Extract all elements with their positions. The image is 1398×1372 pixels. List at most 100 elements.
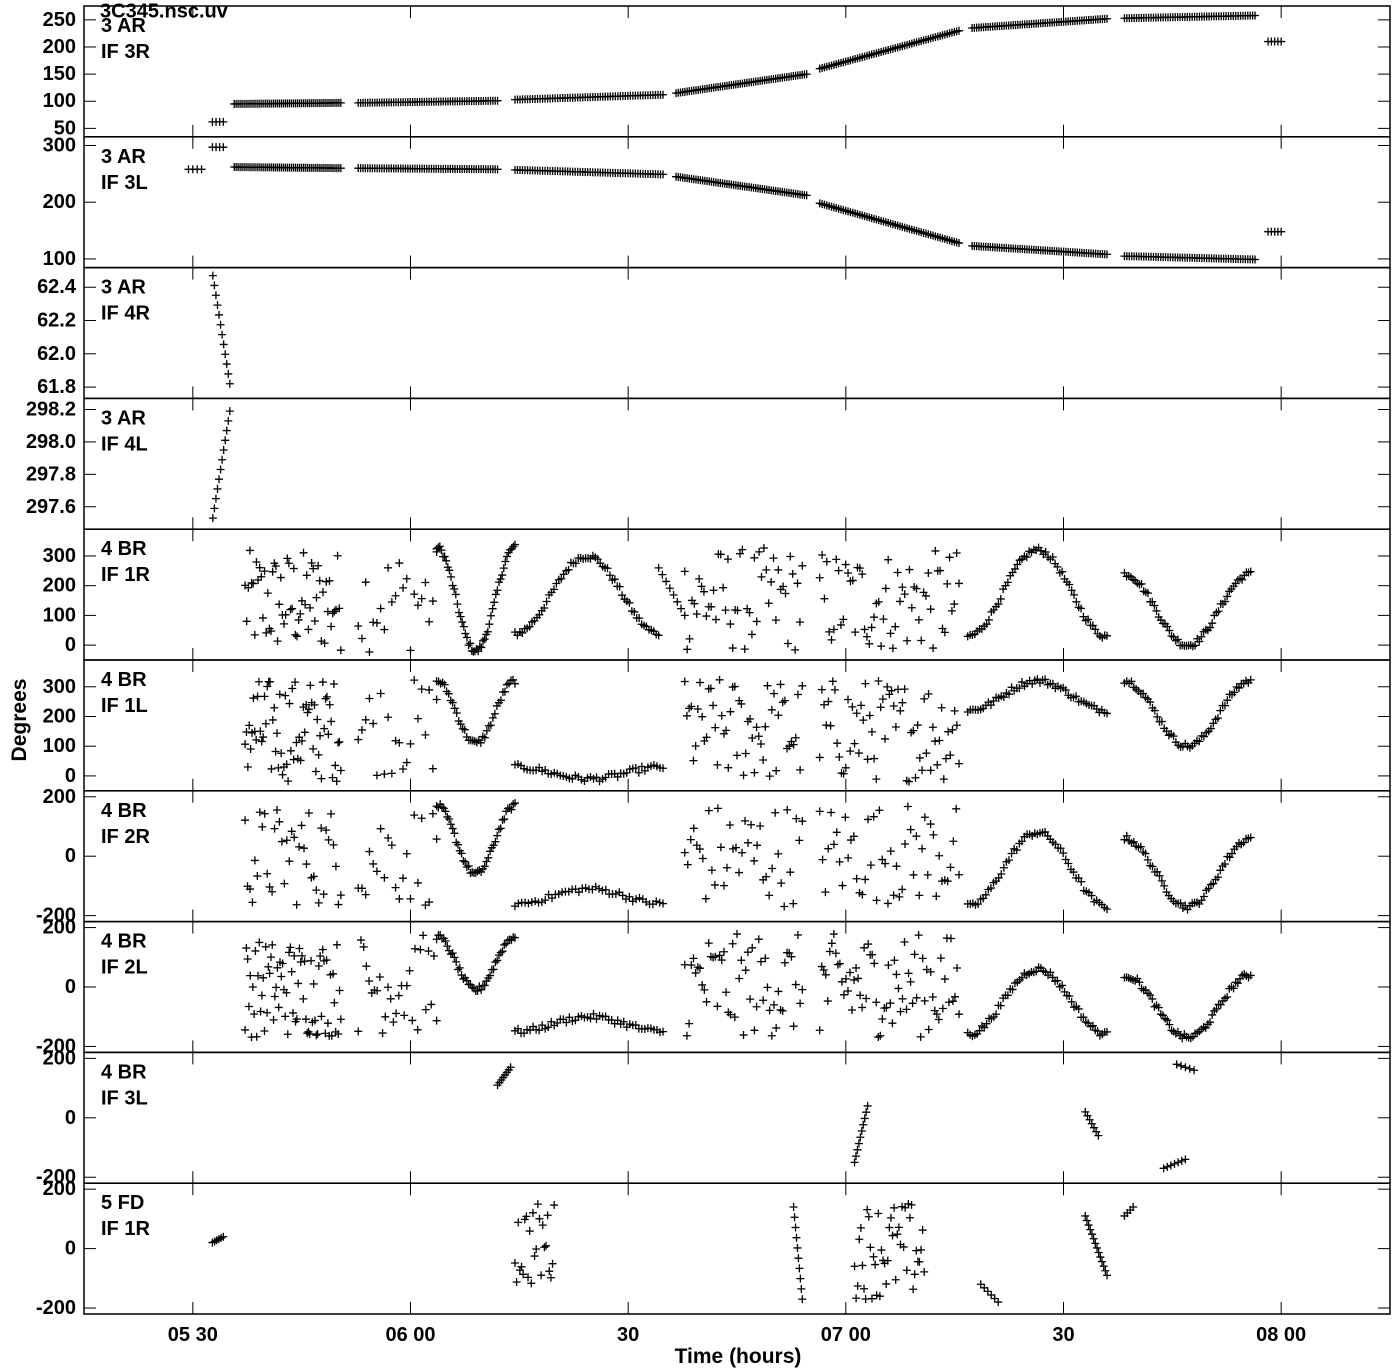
data-point (658, 90, 667, 99)
data-point (493, 586, 502, 595)
data-point (905, 1213, 914, 1222)
data-point (913, 721, 922, 730)
data-point (402, 849, 411, 858)
data-point (746, 715, 755, 724)
data-point (312, 593, 321, 602)
data-point (918, 1226, 927, 1235)
data-point (417, 814, 426, 823)
y-tick-label: 100 (43, 248, 76, 270)
data-point (286, 943, 295, 952)
data-point (934, 1015, 943, 1024)
data-point (322, 826, 331, 835)
panels: 50 100 150 200 250 3 AR IF 3R 100 200 300 3 AR IF 3… (26, 5, 1391, 1319)
data-point (1277, 227, 1286, 236)
data-point (257, 737, 266, 746)
data-point (634, 768, 643, 777)
data-point (581, 883, 590, 892)
data-point (917, 1245, 926, 1254)
data-point (1176, 899, 1185, 908)
data-point (440, 552, 449, 561)
data-point (547, 894, 556, 903)
data-point (1139, 587, 1148, 596)
data-point (458, 724, 467, 733)
data-point (1093, 1027, 1102, 1036)
data-point (1094, 1131, 1103, 1140)
data-point (215, 310, 224, 319)
panel-label-if: IF 3L (101, 172, 148, 194)
data-point (310, 700, 319, 709)
data-point (510, 540, 519, 549)
data-point (307, 559, 316, 568)
data-point (1223, 696, 1232, 705)
data-point (901, 839, 910, 848)
data-point (445, 566, 454, 575)
data-point (254, 677, 263, 686)
data-point (550, 1201, 559, 1210)
data-point (221, 350, 230, 359)
data-point (909, 1285, 918, 1294)
data-point (329, 840, 338, 849)
data-point (305, 1029, 314, 1038)
data-point (410, 676, 419, 685)
data-point (260, 1027, 269, 1036)
data-point (330, 998, 339, 1007)
data-point (1195, 737, 1204, 746)
y-tick-label: 62.4 (37, 276, 77, 298)
data-point (241, 740, 250, 749)
y-tick-label: 300 (43, 545, 76, 567)
data-point (259, 973, 268, 982)
data-point (384, 563, 393, 572)
data-point (716, 843, 725, 852)
data-point (1099, 1262, 1108, 1271)
data-point (1238, 575, 1247, 584)
data-point (408, 1016, 417, 1025)
data-point (765, 772, 774, 781)
data-point (818, 551, 827, 560)
data-point (295, 842, 304, 851)
data-point (1188, 642, 1197, 651)
data-point (825, 947, 834, 956)
data-point (243, 762, 252, 771)
data-point (861, 679, 870, 688)
data-point (314, 961, 323, 970)
data-point (1005, 856, 1013, 865)
data-point (1086, 1225, 1095, 1234)
data-point (946, 751, 955, 760)
data-point (928, 992, 937, 1001)
data-point (1082, 1216, 1091, 1225)
data-point (410, 811, 419, 820)
data-point (827, 635, 836, 644)
data-point (413, 1025, 422, 1034)
data-point (1246, 567, 1255, 576)
data-point (841, 560, 850, 569)
data-point (662, 577, 671, 586)
data-point (297, 821, 306, 830)
data-point (387, 841, 396, 850)
data-point (317, 824, 326, 833)
data-point (999, 863, 1008, 872)
data-point (544, 890, 553, 899)
data-point (938, 1004, 947, 1013)
data-point (595, 884, 604, 893)
data-point (1177, 1156, 1186, 1165)
data-point (1032, 967, 1041, 976)
data-point (557, 574, 566, 583)
data-point (306, 681, 315, 690)
data-point (892, 862, 901, 871)
data-point (1156, 1010, 1165, 1019)
data-point (780, 696, 789, 705)
data-point (943, 579, 952, 588)
data-point (795, 1264, 804, 1273)
data-point (716, 550, 725, 559)
data-point (317, 1012, 326, 1021)
data-point (655, 898, 664, 907)
data-point (987, 1290, 996, 1299)
data-point (1074, 1004, 1083, 1013)
data-point (1213, 873, 1222, 882)
data-point (1129, 837, 1138, 846)
data-point (380, 770, 389, 779)
data-point (871, 1260, 880, 1269)
data-point (225, 379, 234, 388)
data-point (866, 1243, 875, 1252)
data-point (929, 830, 938, 839)
